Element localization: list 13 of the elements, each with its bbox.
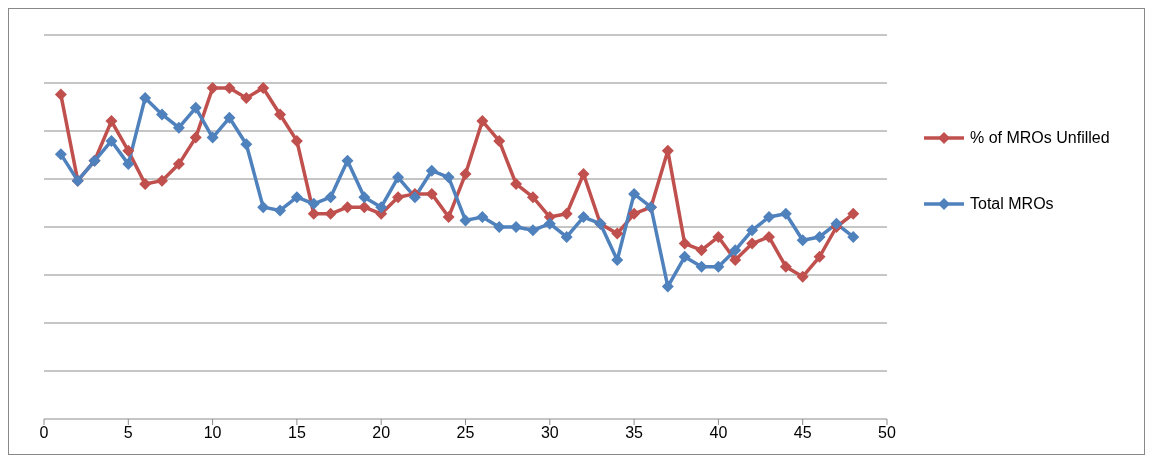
x-tick-label: 25 (456, 424, 475, 442)
x-tick-label: 45 (793, 424, 812, 442)
x-tick-label: 40 (709, 424, 728, 442)
legend-label: Total MROs (970, 195, 1054, 213)
x-tick-label: 10 (203, 424, 222, 442)
x-tick-label: 30 (540, 424, 559, 442)
x-tick-label: 0 (39, 424, 49, 442)
x-tick-label: 5 (123, 424, 133, 442)
x-tick-label: 35 (625, 424, 644, 442)
x-tick-label: 15 (288, 424, 306, 442)
x-tick-label: 50 (878, 424, 896, 442)
legend-label: % of MROs Unfilled (970, 129, 1110, 147)
x-tick-label: 20 (372, 424, 391, 442)
